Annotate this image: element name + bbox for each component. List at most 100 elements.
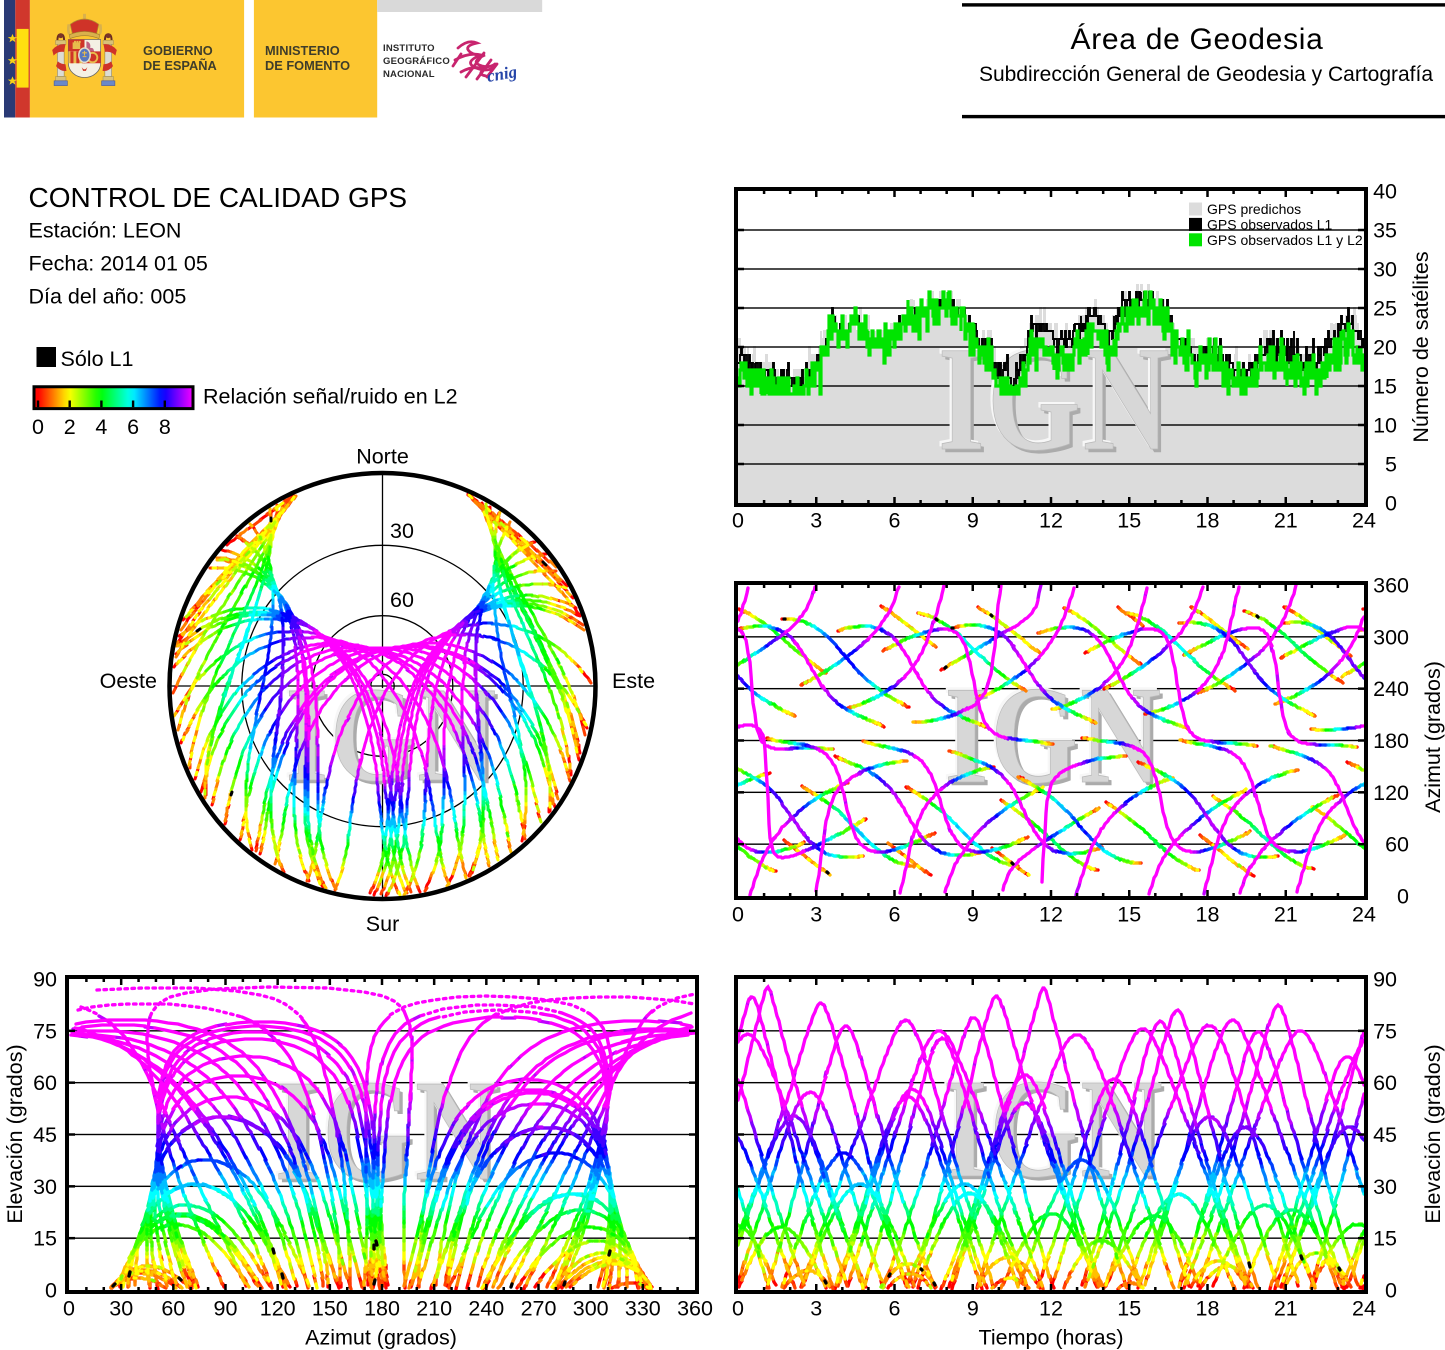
svg-text:0: 0 [732, 509, 744, 533]
svg-text:Fecha: 2014 01 05: Fecha: 2014 01 05 [29, 252, 208, 276]
svg-text:Área de Geodesia: Área de Geodesia [1070, 23, 1323, 56]
svg-text:75: 75 [33, 1019, 57, 1043]
svg-text:Día del año: 005: Día del año: 005 [29, 285, 187, 309]
svg-text:Subdirección General de Geodes: Subdirección General de Geodesia y Carto… [979, 63, 1433, 86]
svg-text:60: 60 [161, 1297, 185, 1321]
svg-text:120: 120 [260, 1297, 296, 1321]
svg-text:5: 5 [1385, 453, 1397, 477]
svg-text:0: 0 [1397, 885, 1409, 909]
svg-text:360: 360 [1373, 574, 1409, 598]
svg-text:Tiempo (horas): Tiempo (horas) [979, 1326, 1124, 1350]
svg-text:330: 330 [625, 1297, 661, 1321]
svg-text:300: 300 [1373, 625, 1409, 649]
svg-text:IGN: IGN [948, 662, 1167, 817]
svg-text:21: 21 [1274, 1297, 1298, 1321]
svg-text:75: 75 [1373, 1019, 1397, 1043]
svg-text:20: 20 [1373, 336, 1397, 360]
svg-text:GEOGRÁFICO: GEOGRÁFICO [383, 56, 450, 67]
svg-text:30: 30 [1373, 1175, 1397, 1199]
svg-text:12: 12 [1039, 509, 1063, 533]
svg-text:90: 90 [33, 968, 57, 992]
svg-text:35: 35 [1373, 219, 1397, 243]
svg-text:Número de satélites: Número de satélites [1409, 251, 1433, 442]
svg-text:24: 24 [1352, 903, 1376, 927]
svg-text:INSTITUTO: INSTITUTO [383, 43, 435, 54]
svg-text:15: 15 [33, 1227, 57, 1251]
svg-text:Este: Este [612, 669, 655, 693]
svg-text:6: 6 [127, 415, 139, 439]
svg-text:Elevación (grados): Elevación (grados) [3, 1044, 27, 1223]
svg-text:15: 15 [1117, 1297, 1141, 1321]
svg-text:60: 60 [390, 588, 414, 612]
svg-text:IGN: IGN [945, 658, 1164, 813]
svg-text:15: 15 [1117, 903, 1141, 927]
svg-text:9: 9 [967, 509, 979, 533]
svg-text:18: 18 [1196, 1297, 1220, 1321]
svg-text:Relación señal/ruido en L2: Relación señal/ruido en L2 [203, 385, 458, 409]
svg-text:2: 2 [64, 415, 76, 439]
svg-text:240: 240 [468, 1297, 504, 1321]
svg-text:21: 21 [1274, 903, 1298, 927]
svg-text:6: 6 [889, 509, 901, 533]
svg-text:GPS predichos: GPS predichos [1207, 201, 1301, 217]
svg-text:GPS observados L1: GPS observados L1 [1207, 216, 1333, 232]
svg-text:45: 45 [33, 1123, 57, 1147]
svg-text:Azimut (grados): Azimut (grados) [305, 1326, 457, 1350]
svg-text:60: 60 [33, 1071, 57, 1095]
svg-text:0: 0 [45, 1279, 57, 1303]
svg-text:150: 150 [312, 1297, 348, 1321]
svg-text:4: 4 [95, 415, 107, 439]
svg-text:0: 0 [732, 1297, 744, 1321]
svg-text:Sólo L1: Sólo L1 [61, 347, 134, 371]
svg-text:180: 180 [1373, 729, 1409, 753]
svg-text:12: 12 [1039, 903, 1063, 927]
svg-text:90: 90 [214, 1297, 238, 1321]
svg-text:45: 45 [1373, 1123, 1397, 1147]
svg-text:60: 60 [1373, 1071, 1397, 1095]
svg-text:0: 0 [63, 1297, 75, 1321]
svg-text:0: 0 [32, 415, 44, 439]
svg-text:40: 40 [1373, 180, 1397, 204]
svg-text:30: 30 [390, 519, 414, 543]
svg-text:0: 0 [732, 903, 744, 927]
svg-text:180: 180 [364, 1297, 400, 1321]
svg-text:240: 240 [1373, 677, 1409, 701]
svg-text:300: 300 [573, 1297, 609, 1321]
svg-text:210: 210 [416, 1297, 452, 1321]
svg-text:360: 360 [677, 1297, 713, 1321]
svg-text:Sur: Sur [366, 912, 399, 936]
svg-text:270: 270 [521, 1297, 557, 1321]
svg-text:Elevación (grados): Elevación (grados) [1421, 1044, 1445, 1223]
svg-text:3: 3 [810, 509, 822, 533]
svg-text:10: 10 [1373, 414, 1397, 438]
svg-text:9: 9 [967, 1297, 979, 1321]
svg-text:Azimut (grados): Azimut (grados) [1421, 661, 1445, 813]
svg-text:6: 6 [889, 1297, 901, 1321]
svg-text:90: 90 [1373, 968, 1397, 992]
svg-text:3: 3 [810, 1297, 822, 1321]
svg-text:12: 12 [1039, 1297, 1063, 1321]
svg-text:30: 30 [33, 1175, 57, 1199]
svg-text:DE ESPAÑA: DE ESPAÑA [143, 58, 217, 73]
svg-text:15: 15 [1117, 509, 1141, 533]
svg-text:GPS observados L1 y L2: GPS observados L1 y L2 [1207, 232, 1363, 248]
svg-text:30: 30 [1373, 258, 1397, 282]
svg-text:30: 30 [109, 1297, 133, 1321]
svg-text:CONTROL DE CALIDAD GPS: CONTROL DE CALIDAD GPS [29, 182, 408, 213]
svg-text:15: 15 [1373, 1227, 1397, 1251]
svg-text:Norte: Norte [356, 445, 409, 469]
svg-text:25: 25 [1373, 297, 1397, 321]
svg-text:GOBIERNO: GOBIERNO [143, 43, 213, 58]
svg-text:6: 6 [889, 903, 901, 927]
svg-text:18: 18 [1196, 509, 1220, 533]
svg-text:9: 9 [967, 903, 979, 927]
svg-text:8: 8 [159, 415, 171, 439]
svg-text:DE FOMENTO: DE FOMENTO [265, 58, 350, 73]
svg-text:15: 15 [1373, 375, 1397, 399]
svg-text:18: 18 [1196, 903, 1220, 927]
svg-text:3: 3 [810, 903, 822, 927]
svg-text:120: 120 [1373, 781, 1409, 805]
svg-text:MINISTERIO: MINISTERIO [265, 43, 340, 58]
svg-text:24: 24 [1352, 509, 1376, 533]
svg-text:0: 0 [1385, 1279, 1397, 1303]
